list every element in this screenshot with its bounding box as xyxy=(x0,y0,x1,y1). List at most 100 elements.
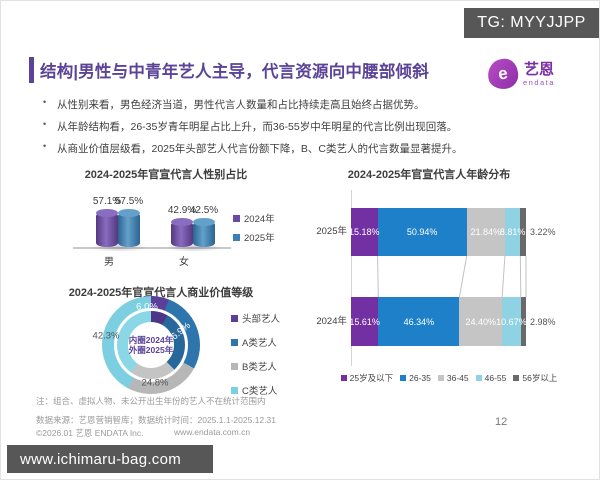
age-segment-2025年-36-45 xyxy=(466,208,505,256)
age-segment-label-2024年-36-45: 24.40% xyxy=(465,316,497,327)
footnote: 注：组合、虚拟人物、未公开出生年份的艺人不在统计范围内 xyxy=(36,396,266,406)
logo-letter: e xyxy=(496,63,509,84)
value-label-女-2025年: 42.5% xyxy=(189,204,219,216)
gender-chart-legend: 2024年 2025年 xyxy=(233,211,275,244)
age-segment-label-2025年-46-55: 8.81% xyxy=(499,227,526,237)
legend-swatch-2025年 xyxy=(233,233,240,241)
age-legend-swatch-25岁及以下 xyxy=(340,375,347,381)
age-legend-label-26-35: 26-35 xyxy=(409,373,431,383)
value-legend-label-B类艺人: B类艺人 xyxy=(242,362,277,373)
age-row-label-2024年: 2024年 xyxy=(316,316,347,327)
value-legend-label-头部艺人: 头部艺人 xyxy=(242,314,281,325)
bottom-url-bar: www.ichimaru-bag.com xyxy=(7,445,213,473)
donut-label-头部艺人: 6.0% xyxy=(136,301,158,313)
age-chart-legend: 25岁及以下 26-35 36-45 46-55 56岁以上 xyxy=(324,372,574,384)
donut-center-line1: 内圈2024年 xyxy=(128,335,174,345)
cylinder-top-女-2025年 xyxy=(193,217,215,226)
age-legend-swatch-56岁以上 xyxy=(513,375,520,381)
tg-watermark-badge: TG: MYYJJPP xyxy=(464,8,599,38)
age-segment-2025年-46-55 xyxy=(504,208,521,256)
age-legend-label-25岁及以下: 25岁及以下 xyxy=(349,373,394,383)
legend-swatch-2024年 xyxy=(233,214,240,222)
cylinder-女-2024年 xyxy=(171,220,193,247)
legend-item-2025年: 2025年 xyxy=(233,230,275,244)
age-segment-label-2025年-25岁及以下: 15.18% xyxy=(349,227,380,237)
age-legend-item-25岁及以下: 25岁及以下 xyxy=(340,372,394,384)
age-legend-label-36-45: 36-45 xyxy=(446,373,469,383)
endata-logo-icon: e xyxy=(486,57,520,91)
value-legend-item-头部艺人: 头部艺人 xyxy=(231,311,280,325)
age-legend-item-26-35: 26-35 xyxy=(400,372,431,384)
cylinder-top-女-2024年 xyxy=(171,217,193,226)
legend-label-2024年: 2024年 xyxy=(244,214,275,225)
cylinder-女-2025年 xyxy=(193,220,215,247)
commercial-value-chart: 2024-2025年官宣代言人商业价值等级 内圈2024年 外圈2025年 头部… xyxy=(46,282,301,400)
donut-center-label: 内圈2024年 外圈2025年 xyxy=(121,335,181,355)
age-segment-2024年-26-35 xyxy=(378,297,460,346)
age-segment-2025年-25岁及以下 xyxy=(351,208,378,256)
value-legend-label-C类艺人: C类艺人 xyxy=(242,386,278,397)
title-accent-bar xyxy=(29,57,34,83)
age-segment-2024年-25岁及以下 xyxy=(351,297,379,346)
age-segment-label-2024年-46-55: 10.67% xyxy=(496,316,527,327)
page-title: 结构|男性与中青年艺人主导，代言资源向中腰部倾斜 xyxy=(40,63,429,81)
bullet-list: 从性别来看，男色经济当道，男性代言人数量和占比持续走高且始终占据优势。从年龄结构… xyxy=(41,97,561,163)
donut-label-C类艺人: 42.3% xyxy=(92,330,120,342)
value-chart-legend: 头部艺人 A类艺人 B类艺人 C类艺人 xyxy=(231,311,280,397)
donut-hole xyxy=(128,322,174,368)
page-number: 12 xyxy=(495,416,508,428)
age-segment-label-2025年-36-45: 21.84% xyxy=(470,227,502,237)
donut-label-B类艺人: 24.8% xyxy=(141,377,169,389)
age-segment-label-2025年-56岁以上: 3.22% xyxy=(530,227,556,237)
value-legend-swatch-A类艺人 xyxy=(231,338,238,346)
legend-item-2024年: 2024年 xyxy=(233,211,275,225)
age-chart-axis xyxy=(351,190,352,366)
bullet-item-1: 从性别来看，男色经济当道，男性代言人数量和占比持续走高且始终占据优势。 xyxy=(41,97,561,112)
age-segment-2025年-56岁以上 xyxy=(520,208,526,256)
logo-name: 艺恩 xyxy=(523,60,554,78)
bullet-item-2: 从年龄结构看，26-35岁青年明星占比上升，而36-55岁中年明星的代言比例出现… xyxy=(41,119,561,134)
cylinder-shadow xyxy=(90,243,148,252)
age-segment-2024年-56岁以上 xyxy=(520,297,526,346)
age-legend-item-36-45: 36-45 xyxy=(437,372,469,384)
donut-center-line2: 外圈2025年 xyxy=(128,345,174,355)
value-legend-swatch-头部艺人 xyxy=(231,314,238,322)
age-segment-label-2024年-56岁以上: 2.98% xyxy=(530,316,556,327)
value-legend-swatch-B类艺人 xyxy=(231,362,238,370)
age-segment-2024年-46-55 xyxy=(502,297,521,346)
age-segment-label-2024年-26-35: 46.34% xyxy=(403,316,435,327)
age-segment-label-2025年-26-35: 50.94% xyxy=(406,227,438,237)
value-label-男-2024年: 57.1% xyxy=(92,195,122,207)
age-legend-swatch-26-35 xyxy=(400,375,407,381)
value-legend-item-B类艺人: B类艺人 xyxy=(231,359,280,373)
cylinder-top-男-2024年 xyxy=(96,208,118,217)
value-legend-item-A类艺人: A类艺人 xyxy=(231,335,280,349)
value-label-男-2025年: 57.5% xyxy=(114,195,144,207)
legend-label-2025年: 2025年 xyxy=(244,233,275,244)
value-label-女-2024年: 42.9% xyxy=(167,204,197,216)
age-legend-swatch-36-45 xyxy=(437,375,444,381)
logo-text: 艺恩 endata xyxy=(523,62,555,87)
data-source: 数据来源：艺恩营销智库；数据统计时间：2025.1.1-2025.12.31 xyxy=(36,415,276,425)
age-row-label-2025年: 2025年 xyxy=(316,226,347,237)
age-legend-label-56岁以上: 56岁以上 xyxy=(522,373,558,383)
age-connector-lines xyxy=(377,255,527,298)
cylinder-top-男-2025年 xyxy=(118,208,140,217)
age-legend-label-46-55: 46-55 xyxy=(484,373,507,383)
age-legend-item-56岁以上: 56岁以上 xyxy=(513,372,557,384)
cylinder-男-2025年 xyxy=(118,211,140,247)
cylinder-shadow xyxy=(165,243,223,252)
age-legend-swatch-46-55 xyxy=(475,375,482,381)
value-legend-label-A类艺人: A类艺人 xyxy=(242,338,277,349)
value-chart-title: 2024-2025年官宣代言人商业价值等级 xyxy=(68,287,254,299)
cylinder-男-2024年 xyxy=(96,211,118,247)
category-label-女: 女 xyxy=(179,257,189,268)
gender-ratio-chart: 2024-2025年官宣代言人性别占比 57.1% 57.5% 男 42.9% 42.5… xyxy=(46,164,291,274)
category-label-男: 男 xyxy=(104,257,114,268)
value-legend-item-C类艺人: C类艺人 xyxy=(231,383,280,397)
age-distribution-chart: 2024-2025年官宣代言人年龄分布 2025年 15.18% 50.94% 21.… xyxy=(314,164,589,394)
logo-subtitle: endata xyxy=(523,77,555,87)
gender-chart-baseline xyxy=(73,247,231,249)
age-segment-label-2024年-25岁及以下: 15.61% xyxy=(349,316,380,327)
age-legend-item-46-55: 46-55 xyxy=(475,372,507,384)
